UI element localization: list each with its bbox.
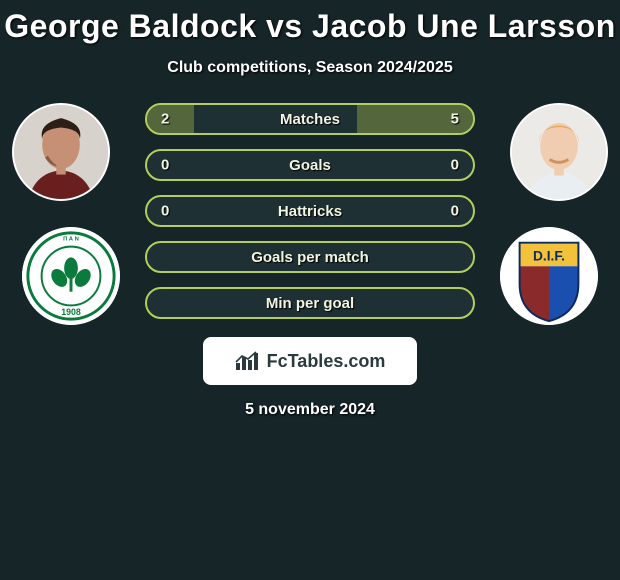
stat-row: Min per goal: [145, 287, 475, 319]
stat-label: Matches: [280, 111, 340, 128]
stat-value-left: 0: [161, 203, 169, 220]
stat-label: Hattricks: [278, 203, 342, 220]
right-player-portrait-icon: [512, 105, 606, 199]
svg-text:1908: 1908: [61, 307, 81, 317]
brand-text: FcTables.com: [267, 351, 386, 372]
snapshot-date: 5 november 2024: [0, 401, 620, 419]
stat-bar-left: [147, 105, 194, 133]
stat-row: Goals 0 0: [145, 149, 475, 181]
stat-value-left: 0: [161, 157, 169, 174]
panathinaikos-crest-icon: 1908 Π Α Ν: [22, 227, 120, 325]
stat-value-right: 0: [451, 203, 459, 220]
stat-label: Goals per match: [251, 249, 369, 266]
djurgarden-crest-icon: D.I.F.: [500, 227, 598, 325]
svg-text:Π Α Ν: Π Α Ν: [63, 237, 79, 243]
left-player-portrait-icon: [14, 105, 108, 199]
right-player-avatar: [510, 103, 608, 201]
right-club-badge: D.I.F.: [500, 227, 598, 325]
stat-label: Goals: [289, 157, 331, 174]
page-title: George Baldock vs Jacob Une Larsson: [0, 0, 620, 45]
stat-rows: Matches 2 5 Goals 0 0 Hattricks 0 0 Goals per mat…: [145, 103, 475, 319]
svg-text:D.I.F.: D.I.F.: [533, 248, 565, 263]
brand-box: FcTables.com: [203, 337, 417, 385]
left-club-badge: 1908 Π Α Ν: [22, 227, 120, 325]
bar-chart-icon: [235, 351, 261, 371]
left-player-avatar: [12, 103, 110, 201]
stat-row: Matches 2 5: [145, 103, 475, 135]
stat-row: Goals per match: [145, 241, 475, 273]
stat-value-right: 5: [451, 111, 459, 128]
stat-row: Hattricks 0 0: [145, 195, 475, 227]
stat-value-left: 2: [161, 111, 169, 128]
comparison-panel: 1908 Π Α Ν D.I.F. Matches25Goals00Hattri…: [0, 103, 620, 419]
stat-value-right: 0: [451, 157, 459, 174]
subtitle: Club competitions, Season 2024/2025: [0, 59, 620, 77]
stat-label: Min per goal: [266, 295, 354, 312]
